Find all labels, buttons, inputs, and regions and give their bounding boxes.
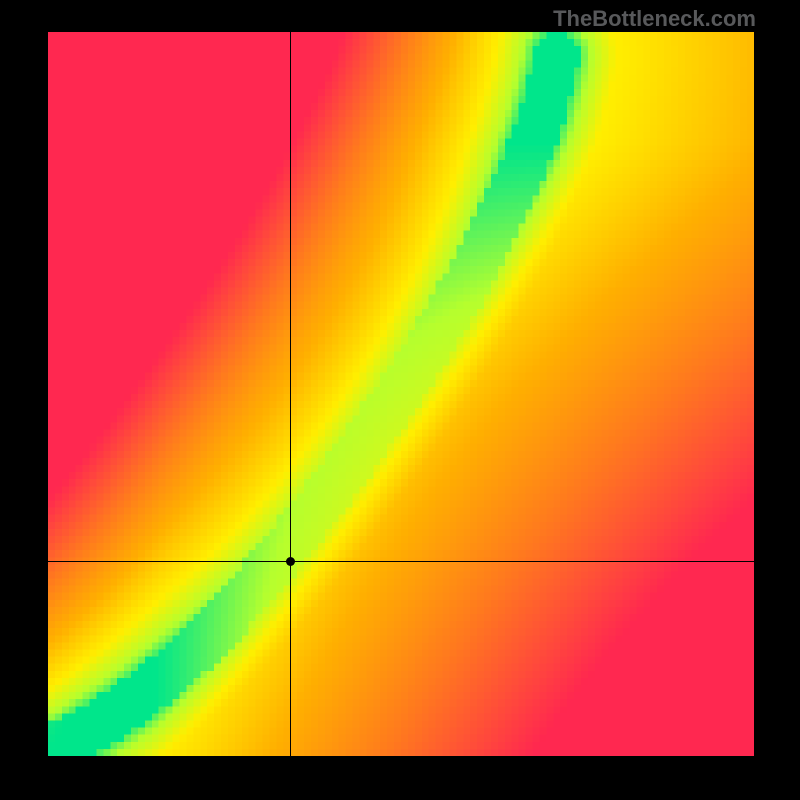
heatmap-canvas <box>48 32 754 756</box>
watermark-text: TheBottleneck.com <box>553 6 756 32</box>
plot-area <box>48 32 754 756</box>
crosshair-horizontal <box>48 561 754 562</box>
chart-frame: TheBottleneck.com <box>0 0 800 800</box>
crosshair-vertical <box>290 32 291 756</box>
